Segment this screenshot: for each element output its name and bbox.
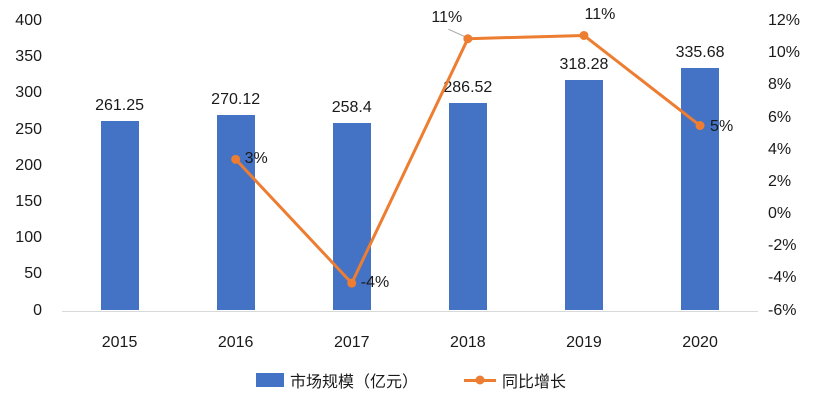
line-point-marker	[231, 154, 241, 164]
right-axis-tick-label: 12%	[768, 12, 801, 29]
bar	[216, 115, 255, 311]
legend-label-market-size: 市场规模（亿元）	[289, 374, 418, 391]
line-point-marker	[347, 278, 357, 288]
bar-value-label: 335.68	[675, 43, 725, 61]
right-axis-tick-label: 2%	[768, 172, 792, 190]
line-value-label: 3%	[244, 150, 268, 168]
x-axis-category-label: 2018	[450, 334, 486, 351]
right-axis-tick-label: 4%	[768, 140, 792, 158]
right-axis-tick-label: -6%	[768, 301, 797, 319]
line-point-marker	[463, 34, 473, 44]
left-axis-tick-label: 150	[15, 192, 42, 210]
line-value-label: 5%	[710, 117, 734, 135]
right-axis-tick-label: 10%	[768, 44, 801, 62]
left-axis-tick-label: 350	[15, 48, 42, 66]
line-value-label: -4%	[360, 274, 390, 292]
bar	[100, 121, 139, 311]
legend: 市场规模（亿元） 同比增长	[0, 368, 822, 392]
legend-item-market-size: 市场规模（亿元）	[255, 368, 418, 392]
left-axis-tick-label: 300	[15, 84, 42, 102]
bar	[564, 80, 603, 311]
bar-value-label: 270.12	[211, 91, 261, 108]
x-axis-category-label: 2017	[333, 334, 370, 351]
right-axis-tick-label: 6%	[768, 108, 792, 126]
legend-label-yoy-growth: 同比增长	[502, 374, 567, 391]
right-axis-tick-label: -2%	[768, 237, 797, 255]
bar	[681, 67, 720, 311]
bar	[448, 103, 487, 311]
x-axis-line	[61, 311, 759, 312]
line-series-marker-icon	[475, 375, 485, 385]
right-axis-tick-label: -4%	[768, 269, 797, 287]
right-axis-tick-label: 8%	[768, 76, 792, 94]
line-series-swatch-icon	[464, 375, 496, 385]
growth-line	[234, 33, 702, 285]
x-axis-category-label: 2016	[217, 334, 254, 351]
left-axis-tick-label: 0	[33, 301, 42, 319]
bar-series-swatch-icon	[255, 373, 284, 387]
bar-value-label: 261.25	[95, 97, 145, 115]
data-label-leader-line	[448, 28, 466, 38]
left-axis-tick-label: 400	[15, 12, 42, 29]
bar-value-label: 318.28	[559, 56, 609, 74]
line-value-label: 11%	[431, 8, 463, 26]
bar-value-label: 286.52	[443, 79, 493, 97]
left-axis-tick-label: 250	[15, 120, 42, 138]
left-axis-tick-label: 200	[15, 156, 42, 174]
left-axis-tick-label: 100	[15, 229, 42, 247]
x-axis-category-label: 2015	[101, 334, 138, 351]
legend-item-yoy-growth: 同比增长	[464, 368, 566, 392]
x-axis-category-label: 2019	[566, 334, 602, 351]
line-value-label: 11%	[584, 6, 616, 24]
line-point-marker	[579, 30, 589, 40]
right-axis-tick-label: 0%	[768, 205, 792, 222]
left-axis-tick-label: 50	[24, 265, 42, 283]
x-axis-category-label: 2020	[682, 334, 718, 351]
line-point-marker	[695, 121, 705, 131]
bar-value-label: 258.4	[331, 99, 372, 117]
